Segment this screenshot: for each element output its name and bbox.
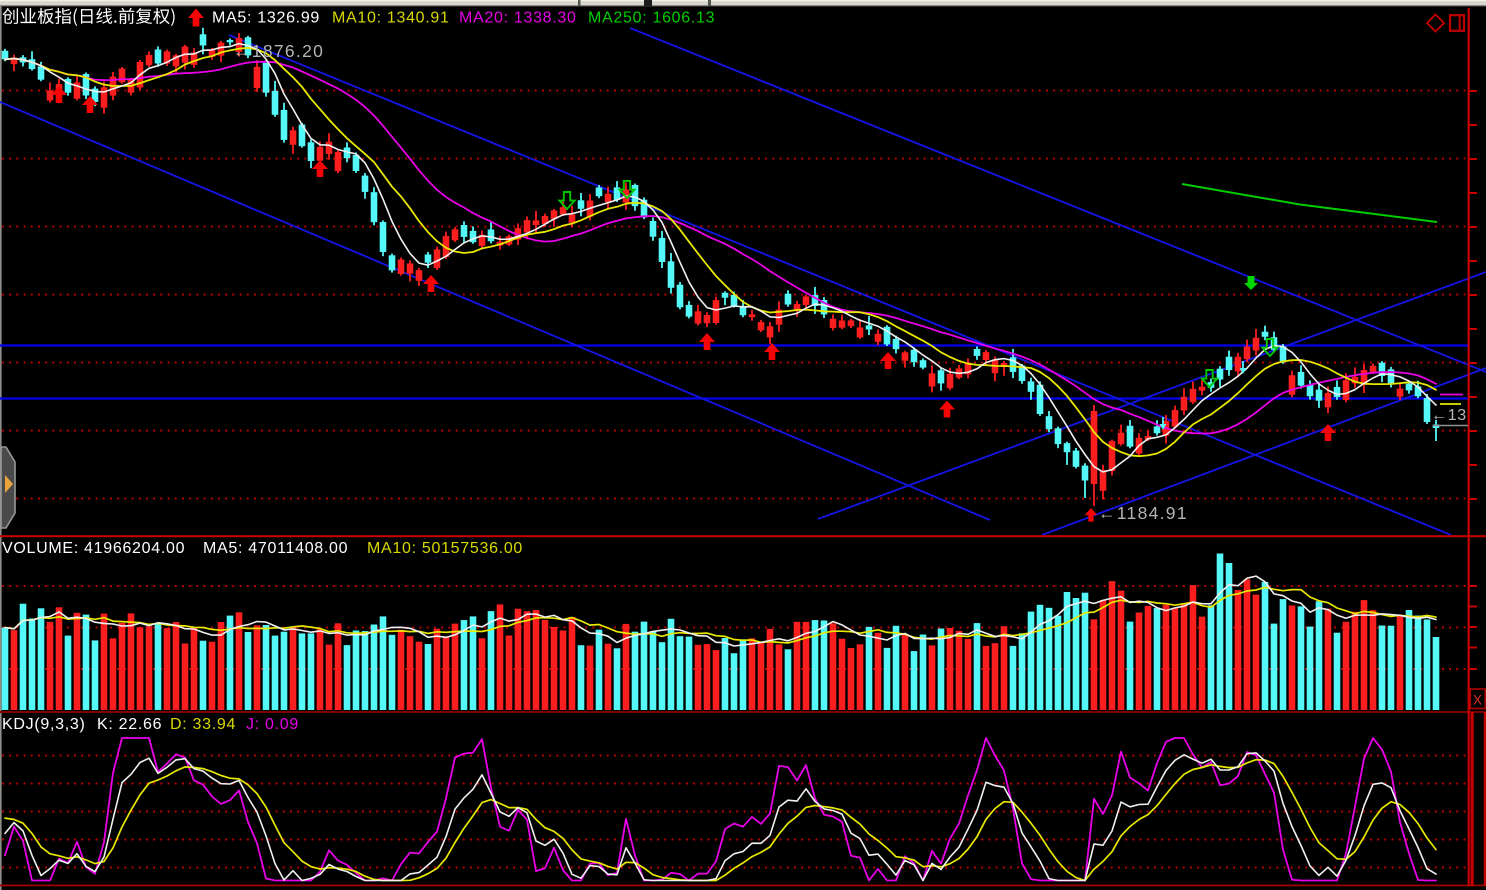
svg-text:MA5: 1326.99: MA5: 1326.99 — [212, 10, 320, 27]
svg-text:←1305.4: ←1305.4 — [1431, 407, 1486, 424]
svg-text:KDJ(9,3,3): KDJ(9,3,3) — [2, 716, 85, 733]
svg-text:K: 22.66: K: 22.66 — [97, 716, 162, 733]
svg-text:MA5: 47011408.00: MA5: 47011408.00 — [203, 540, 348, 557]
svg-text:←1876.20: ←1876.20 — [233, 41, 324, 61]
svg-text:X: X — [1473, 693, 1482, 708]
svg-text:MA20: 1338.30: MA20: 1338.30 — [459, 10, 577, 27]
svg-text:J: 0.09: J: 0.09 — [246, 716, 299, 733]
svg-text:MA250: 1606.13: MA250: 1606.13 — [588, 10, 715, 27]
svg-text:←1184.91: ←1184.91 — [1098, 503, 1188, 523]
svg-text:VOLUME: 41966204.00: VOLUME: 41966204.00 — [2, 540, 185, 557]
svg-text:D: 33.94: D: 33.94 — [170, 716, 236, 733]
svg-text:MA10: 1340.91: MA10: 1340.91 — [332, 10, 450, 27]
svg-text:MA10: 50157536.00: MA10: 50157536.00 — [367, 540, 523, 557]
